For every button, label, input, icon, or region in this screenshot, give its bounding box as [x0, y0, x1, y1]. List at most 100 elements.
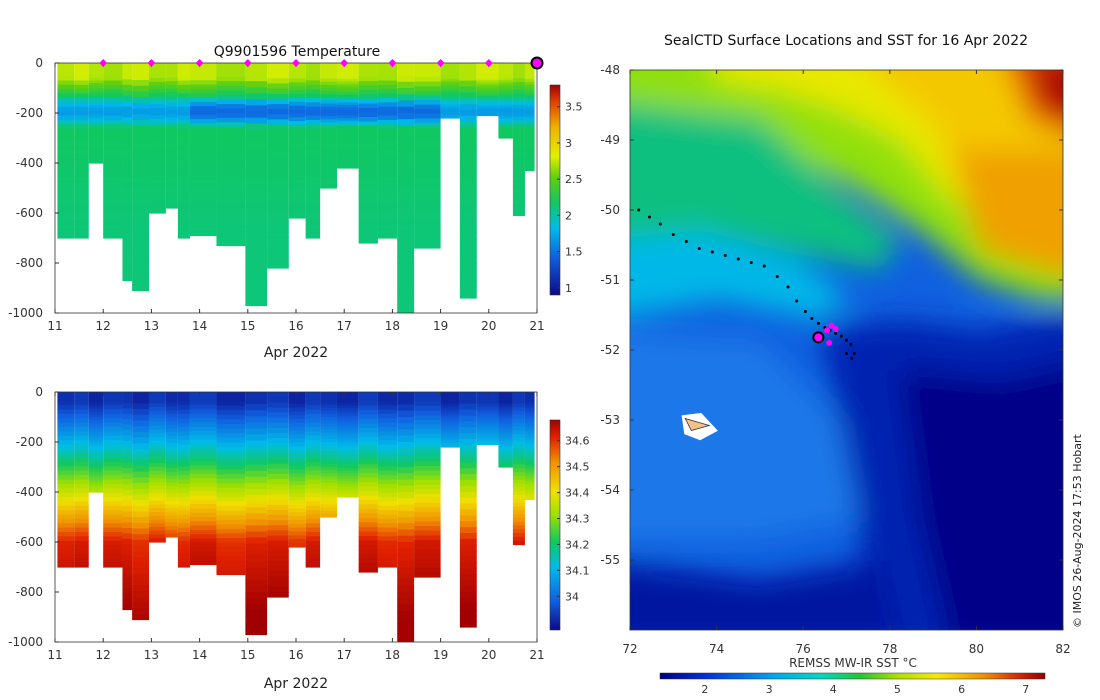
profile-cell	[414, 544, 441, 550]
profile-cell	[88, 73, 104, 77]
lat-tick-label: -54	[600, 483, 620, 497]
profile-cell	[305, 198, 321, 204]
profile-cell	[267, 586, 289, 593]
profile-cell	[305, 207, 321, 213]
profile-cell	[189, 538, 217, 544]
profile-cell	[88, 427, 104, 431]
profile-cell	[336, 149, 359, 153]
profile-cell	[305, 536, 321, 542]
profile-cell	[177, 76, 190, 82]
profile-cell	[459, 63, 477, 70]
profile-cell	[177, 93, 190, 99]
profile-cell	[165, 95, 178, 100]
profile-cell	[288, 492, 306, 498]
profile-cell	[524, 459, 535, 463]
profile-cell	[288, 423, 306, 428]
profile-cell	[440, 102, 460, 105]
profile-cell	[440, 407, 460, 410]
profile-cell	[440, 437, 460, 440]
profile-cell	[245, 482, 268, 490]
profile-cell	[132, 182, 149, 189]
profile-cell	[88, 452, 104, 456]
profile-cell	[103, 479, 123, 485]
profile-cell	[377, 181, 398, 187]
profile-cell	[189, 88, 217, 94]
profile-cell	[336, 165, 359, 169]
profile-cell	[165, 164, 178, 169]
profile-cell	[397, 435, 415, 443]
profile-cell	[88, 464, 104, 468]
profile-cell	[57, 396, 75, 402]
profile-cell	[512, 104, 525, 110]
profile-cell	[132, 108, 149, 115]
profile-cell	[476, 66, 499, 69]
profile-cell	[177, 453, 190, 459]
profile-cell	[498, 124, 513, 128]
profile-cell	[245, 476, 268, 484]
profile-cell	[88, 70, 104, 74]
profile-cell	[267, 402, 289, 408]
profile-cell	[377, 63, 398, 68]
profile-cell	[267, 463, 289, 470]
x-tick-label: 21	[529, 319, 544, 333]
profile-cell	[122, 90, 133, 97]
profile-cell	[132, 397, 149, 404]
profile-cell	[336, 465, 359, 469]
profile-cell	[148, 134, 166, 139]
profile-cell	[414, 155, 441, 161]
profile-cell	[397, 573, 415, 581]
profile-cell	[498, 463, 513, 466]
profile-cell	[122, 419, 133, 426]
profile-cell	[267, 545, 289, 552]
profile-cell	[414, 530, 441, 536]
profile-cell	[165, 175, 178, 180]
profile-cell	[165, 479, 178, 484]
profile-cell	[74, 431, 89, 437]
profile-cell	[512, 204, 525, 209]
profile-cell	[148, 138, 166, 143]
profile-cell	[122, 549, 133, 556]
profile-cell	[132, 477, 149, 484]
profile-cell	[440, 414, 460, 416]
profile-cell	[320, 479, 337, 484]
profile-cell	[216, 469, 246, 475]
profile-cell	[132, 142, 149, 149]
profile-column	[148, 63, 166, 214]
profile-cell	[498, 453, 513, 457]
profile-cell	[305, 488, 321, 494]
profile-cell	[397, 517, 415, 524]
profile-column	[189, 392, 217, 566]
profile-cell	[440, 436, 460, 438]
profile-cell	[459, 80, 477, 88]
profile-cell	[103, 409, 123, 415]
profile-cell	[440, 98, 460, 101]
profile-cell	[74, 198, 89, 204]
day-marker	[99, 59, 108, 67]
day-marker	[388, 59, 397, 67]
profile-cell	[524, 89, 535, 94]
profile-cell	[57, 549, 75, 555]
profile-cell	[512, 70, 525, 76]
profile-cell	[216, 186, 246, 192]
profile-cell	[148, 470, 166, 476]
profile-cell	[288, 156, 306, 161]
profile-cell	[440, 68, 460, 71]
profile-cell	[288, 171, 306, 176]
profile-cell	[336, 70, 359, 75]
profile-cell	[358, 220, 378, 226]
profile-cell	[148, 115, 166, 120]
y-tick-label: 0	[35, 56, 43, 70]
profile-cell	[165, 193, 178, 198]
profile-cell	[216, 145, 246, 151]
profile-cell	[512, 529, 525, 534]
profile-cell	[103, 224, 123, 230]
profile-cell	[440, 431, 460, 434]
profile-cell	[177, 98, 190, 103]
profile-cell	[267, 78, 289, 85]
profile-cell	[57, 220, 75, 226]
profile-cell	[336, 136, 359, 140]
profile-cell	[132, 284, 149, 292]
profile-cell	[267, 170, 289, 177]
profile-cell	[245, 202, 268, 210]
profile-cell	[498, 407, 513, 410]
